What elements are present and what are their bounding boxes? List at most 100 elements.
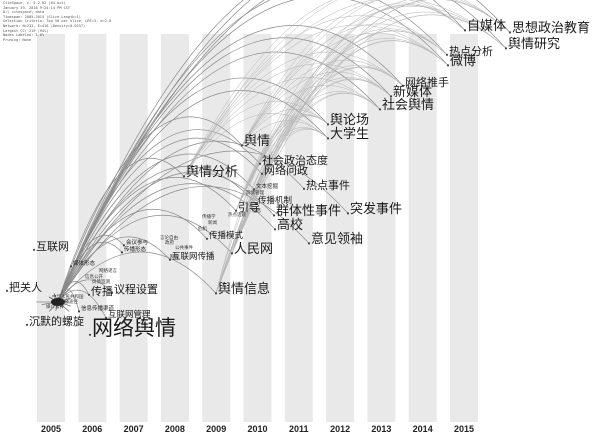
year-label: 2009	[206, 424, 227, 434]
link-arc	[57, 241, 123, 303]
header-line: January 19, 2018 9:24:14 PM CST	[3, 5, 71, 10]
term-label: 热点事件	[306, 179, 350, 192]
minor-term-label: 言论自由	[160, 236, 178, 241]
link-arc	[235, 77, 392, 211]
term-label: 突发事件	[350, 202, 403, 217]
link-arc	[241, 59, 404, 146]
term-node	[77, 310, 81, 313]
header-line: Network: N=231, E=416 (Density=0.0157)	[3, 23, 86, 28]
term-label: 网络问政	[264, 164, 308, 177]
link-arc	[215, 66, 404, 294]
term-node	[87, 293, 91, 296]
link-arc	[57, 77, 329, 303]
term-label: 群体性事件	[276, 204, 342, 219]
minor-term-label: 舆情监测	[92, 280, 110, 285]
term-node	[504, 47, 508, 50]
minor-term-label: 舆情管理	[246, 191, 264, 196]
term-label: 沉默的螺旋	[29, 315, 84, 328]
link-arc	[241, 23, 448, 146]
link-arc	[57, 153, 255, 303]
year-label: 2010	[247, 424, 268, 434]
year-label: 2011	[289, 424, 309, 434]
term-label: 大学生	[330, 127, 370, 142]
term-node	[326, 137, 330, 140]
link-arc	[57, 37, 392, 303]
term-node	[445, 53, 449, 56]
link-arc	[215, 0, 511, 294]
link-arc	[57, 279, 113, 303]
link-arc	[57, 129, 261, 303]
hub-node	[51, 298, 65, 306]
year-band	[367, 34, 396, 422]
term-node	[260, 172, 264, 175]
year-label: 2012	[330, 424, 351, 434]
link-arc	[183, 0, 507, 177]
link-arc	[57, 236, 171, 303]
term-node	[205, 237, 209, 240]
term-node	[346, 212, 350, 215]
link-arc	[215, 114, 329, 294]
year-label: 2013	[371, 424, 392, 434]
metadata-header: CiteSpace, v. 5.2.R2 (64-bit) January 19,…	[3, 1, 113, 42]
term-node	[25, 323, 29, 326]
link-arc	[241, 71, 392, 146]
link-arc	[235, 2, 466, 211]
link-arc	[183, 0, 466, 177]
header-line: Selection Criteria: Top 50 per slice, LR…	[3, 19, 112, 24]
term-label: 舆情研究	[508, 37, 561, 52]
link-arc	[57, 137, 263, 303]
term-label: 新媒体	[393, 85, 433, 100]
term-label: 舆情分析	[186, 165, 239, 180]
term-label: 传播机制	[258, 196, 293, 206]
term-label: 信息传播渠道	[81, 306, 115, 312]
term-node	[32, 248, 36, 251]
term-node	[258, 162, 262, 165]
term-node	[240, 144, 244, 147]
link-arc	[215, 30, 448, 294]
term-node	[254, 202, 258, 205]
term-label: 网络推手	[405, 76, 449, 89]
header-line: Nodes Labeled: 1.0%	[3, 33, 45, 38]
minor-term-label: 危机	[198, 227, 207, 232]
minor-term-label: 热点话题	[228, 213, 246, 218]
term-node	[378, 108, 382, 111]
term-label: 社会舆情	[382, 98, 435, 113]
year-label: 2007	[123, 424, 144, 434]
year-band	[37, 34, 65, 422]
minor-term-label: 政府	[165, 241, 174, 246]
term-label: 引导	[238, 201, 260, 214]
minor-term-label: 信息公开	[85, 275, 103, 280]
link-arc	[235, 65, 404, 211]
term-node	[230, 252, 234, 255]
term-label: 舆情	[244, 134, 271, 149]
link-arc	[241, 0, 466, 146]
link-arc	[231, 40, 449, 254]
link-arc	[183, 113, 329, 177]
link-arc	[241, 109, 329, 146]
term-node	[69, 265, 73, 268]
term-node	[389, 95, 393, 98]
term-node	[234, 209, 238, 212]
link-arc	[57, 208, 208, 303]
link-arc	[235, 11, 507, 211]
header-line: Timespan: 2005-2015 (Slice Length=1)	[3, 14, 81, 19]
term-label: 思想政治教育	[512, 21, 591, 36]
link-arc	[57, 289, 107, 318]
term-label: 网络舆情	[92, 316, 176, 340]
link-arc	[57, 158, 185, 303]
term-label: 媒体形态	[73, 261, 96, 267]
term-label: 社会政治态度	[262, 154, 328, 167]
term-label: 意见领袖	[311, 232, 364, 247]
term-node	[446, 64, 450, 67]
term-node	[168, 258, 172, 261]
term-node	[88, 333, 92, 336]
link-arc	[57, 214, 233, 303]
term-node	[104, 316, 108, 319]
header-line: Pruning: None	[3, 37, 32, 42]
header-line: D:\ citespace\ data	[3, 10, 45, 15]
link-arc	[57, 25, 404, 303]
term-node	[326, 123, 330, 126]
